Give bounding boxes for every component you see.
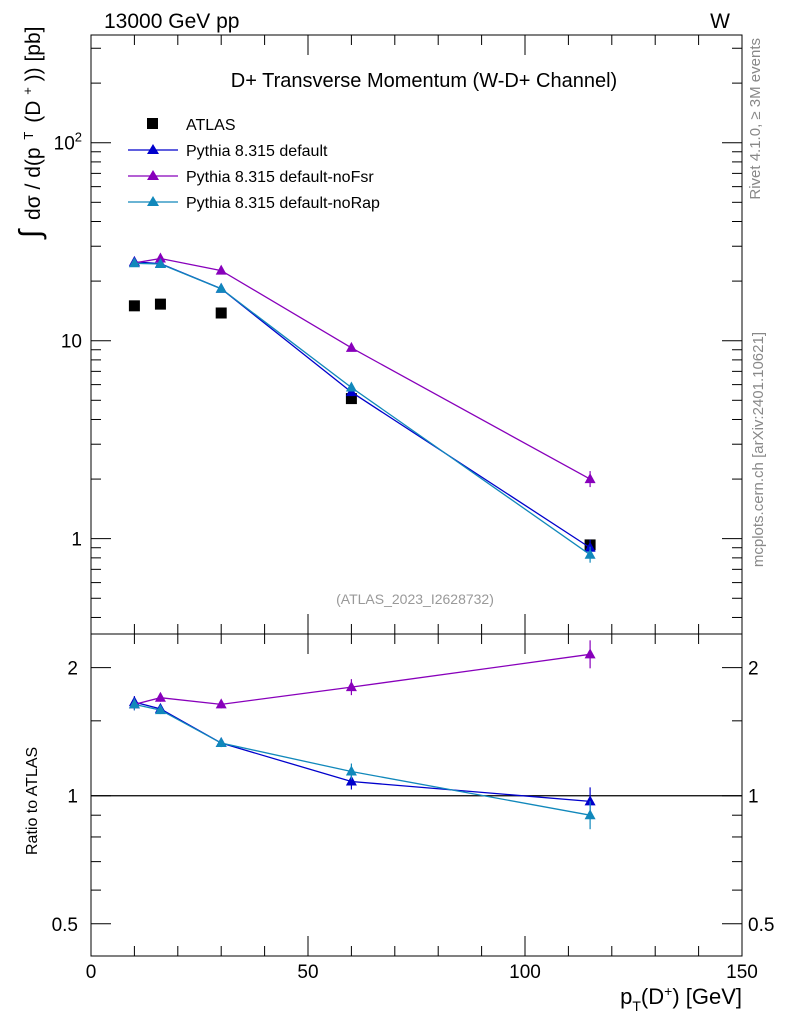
mc-point [584,473,596,484]
ratio-point [345,681,357,692]
x-axis-label: pT(D+) [GeV] [620,983,742,1014]
ratio-point [128,698,140,709]
source-label: mcplots.cern.ch [arXiv:2401.10621] [750,332,767,567]
x-tick-label: 150 [726,962,758,983]
main-ytick-label: 102 [54,130,82,155]
legend-label-norap: Pythia 8.315 default-noRap [186,195,380,212]
ytick-base: 10 [54,134,75,155]
ratio-frame [90,633,743,957]
ratio-point [584,809,596,820]
main-ylabel-text: ∫ dσ / d(p T (D + )) [pb] [14,26,47,240]
mc-point [215,264,227,275]
analysis-label: (ATLAS_2023_I2628732) [336,591,494,607]
xlabel-sup-plus: + [664,983,672,999]
legend-marker-norap [147,196,159,206]
mc-point [215,282,227,293]
legend-marker-nofsr [147,170,159,180]
main-ylabel: ∫ dσ / d(p T (D + )) [pb] [14,26,47,240]
ratio-panel: 0 50 100 150 0.5 0.5 1 1 2 2 [52,633,774,983]
ratio-ytick-label: 1 [67,787,78,808]
ylabel-mid: (D [22,101,45,123]
ratio-series [128,640,596,830]
ratio-ytick-label: 2 [67,659,78,680]
ratio-series-line [134,703,591,816]
xlabel-end: ) [GeV] [672,984,742,1009]
x-tick-label: 100 [509,962,541,983]
ratio-point [215,698,227,709]
ratio-point [154,691,166,702]
ylabel-end: )) [pb] [22,26,45,81]
series-line [134,261,591,549]
ratio-series-line [134,701,591,803]
atlas-point [128,300,140,312]
series-line [134,257,591,480]
mc-point [584,548,596,559]
ylabel-integral: ∫ [14,228,47,240]
ytick-exp: 2 [75,130,82,145]
atlas-point [215,307,227,319]
legend-label-atlas: ATLAS [186,117,236,134]
ylabel-main: dσ / d(p [22,147,45,220]
ratio-series-line [134,653,591,705]
rivet-label: Rivet 4.1.0, ≥ 3M events [747,38,764,200]
legend-label-default: Pythia 8.315 default [186,143,328,160]
xlabel-mid: (D [641,984,664,1009]
legend-label-nofsr: Pythia 8.315 default-noFsr [186,169,374,186]
ratio-point [584,795,596,806]
atlas-point [154,298,166,310]
xlabel-p: p [620,984,632,1009]
mc-point [345,341,357,352]
ratio-ytick-label: 0.5 [52,915,78,936]
ratio-ylabel: Ratio to ATLAS [24,747,41,855]
main-title: D+ Transverse Momentum (W-D+ Channel) [231,70,617,92]
series-line [134,262,591,556]
main-ytick-label: 1 [71,530,82,551]
ratio-ytick-label-right: 1 [748,787,759,808]
mc-point [345,381,357,392]
energy-label: 13000 GeV pp [104,10,239,33]
ratio-point [215,737,227,748]
mc-point [154,252,166,263]
mc-point [128,257,140,268]
process-label: W [710,10,730,33]
x-tick-label: 50 [297,962,318,983]
mc-point [154,257,166,268]
ylabel-sup-plus: + [20,87,35,95]
ratio-point [584,648,596,659]
ratio-point [345,765,357,776]
ratio-point [345,775,357,786]
main-series [128,252,596,563]
main-ytick-label: 10 [61,332,82,353]
main-panel: D+ Transverse Momentum (W-D+ Channel) (A… [54,34,743,635]
legend-marker-default [147,144,159,154]
ylabel-sup-t: T [21,132,36,140]
atlas-point [345,393,357,405]
ratio-ticks: 0 50 100 150 0.5 0.5 1 1 2 2 [52,634,774,983]
legend-marker-atlas [147,118,158,129]
ratio-ytick-label-right: 0.5 [748,915,774,936]
xlabel-sub-t: T [632,998,641,1014]
ratio-point [154,704,166,715]
ratio-ytick-label-right: 2 [748,659,759,680]
x-tick-label: 0 [86,962,97,983]
legend: ATLAS Pythia 8.315 default Pythia 8.315 … [128,117,380,212]
